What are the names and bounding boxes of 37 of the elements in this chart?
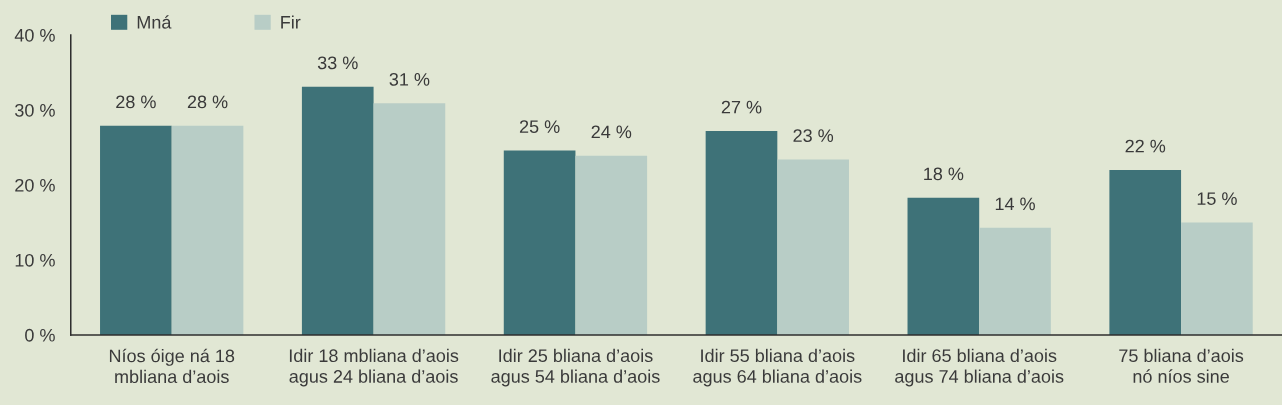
bar xyxy=(907,197,980,335)
bar xyxy=(1181,222,1253,335)
bar xyxy=(373,103,446,335)
x-tick-label: Idir 25 bliana d’aois agus 54 bliana d’aois xyxy=(491,348,660,387)
x-tick-label: Níos óige ná 18 mbliana d’aois xyxy=(109,348,235,384)
y-tick-label: 40 % xyxy=(14,28,55,42)
x-tick-label: Idir 65 bliana d’aois agus 74 bliana d’aois xyxy=(895,348,1064,387)
y-tick-label: 10 % xyxy=(15,253,55,267)
bar xyxy=(575,155,648,335)
bar xyxy=(503,150,576,335)
y-tick-label: 30 % xyxy=(15,103,55,117)
data-label: 28 % xyxy=(187,95,228,109)
bar xyxy=(1109,169,1182,335)
bar xyxy=(777,159,849,335)
data-label: 18 % xyxy=(924,167,964,181)
data-label: 31 % xyxy=(389,72,430,86)
bar xyxy=(705,130,778,335)
bar xyxy=(171,125,244,335)
y-tick-label: 0 % xyxy=(25,328,55,342)
bar xyxy=(301,86,374,335)
data-label: 27 % xyxy=(721,100,762,114)
data-label: 24 % xyxy=(591,125,632,139)
data-label: 14 % xyxy=(995,197,1035,211)
data-label: 22 % xyxy=(1125,139,1166,153)
data-label: 23 % xyxy=(793,129,834,143)
y-tick-label: 20 % xyxy=(15,178,55,192)
legend-label: Mná xyxy=(137,15,172,29)
bar xyxy=(979,227,1051,335)
legend-label: Fir xyxy=(281,15,301,29)
data-label: 15 % xyxy=(1197,192,1237,205)
x-tick-label: Idir 18 mbliana d’aois agus 24 bliana d’aois xyxy=(289,348,459,387)
data-label: 25 % xyxy=(519,120,560,134)
x-tick-label: Idir 55 bliana d’aois agus 64 bliana d’aois xyxy=(693,348,862,387)
data-label: 28 % xyxy=(116,95,156,109)
bar xyxy=(100,125,172,335)
x-tick-label: 75 bliana d’aois nó níos sine xyxy=(1119,348,1244,383)
data-label: 33 % xyxy=(317,56,358,70)
